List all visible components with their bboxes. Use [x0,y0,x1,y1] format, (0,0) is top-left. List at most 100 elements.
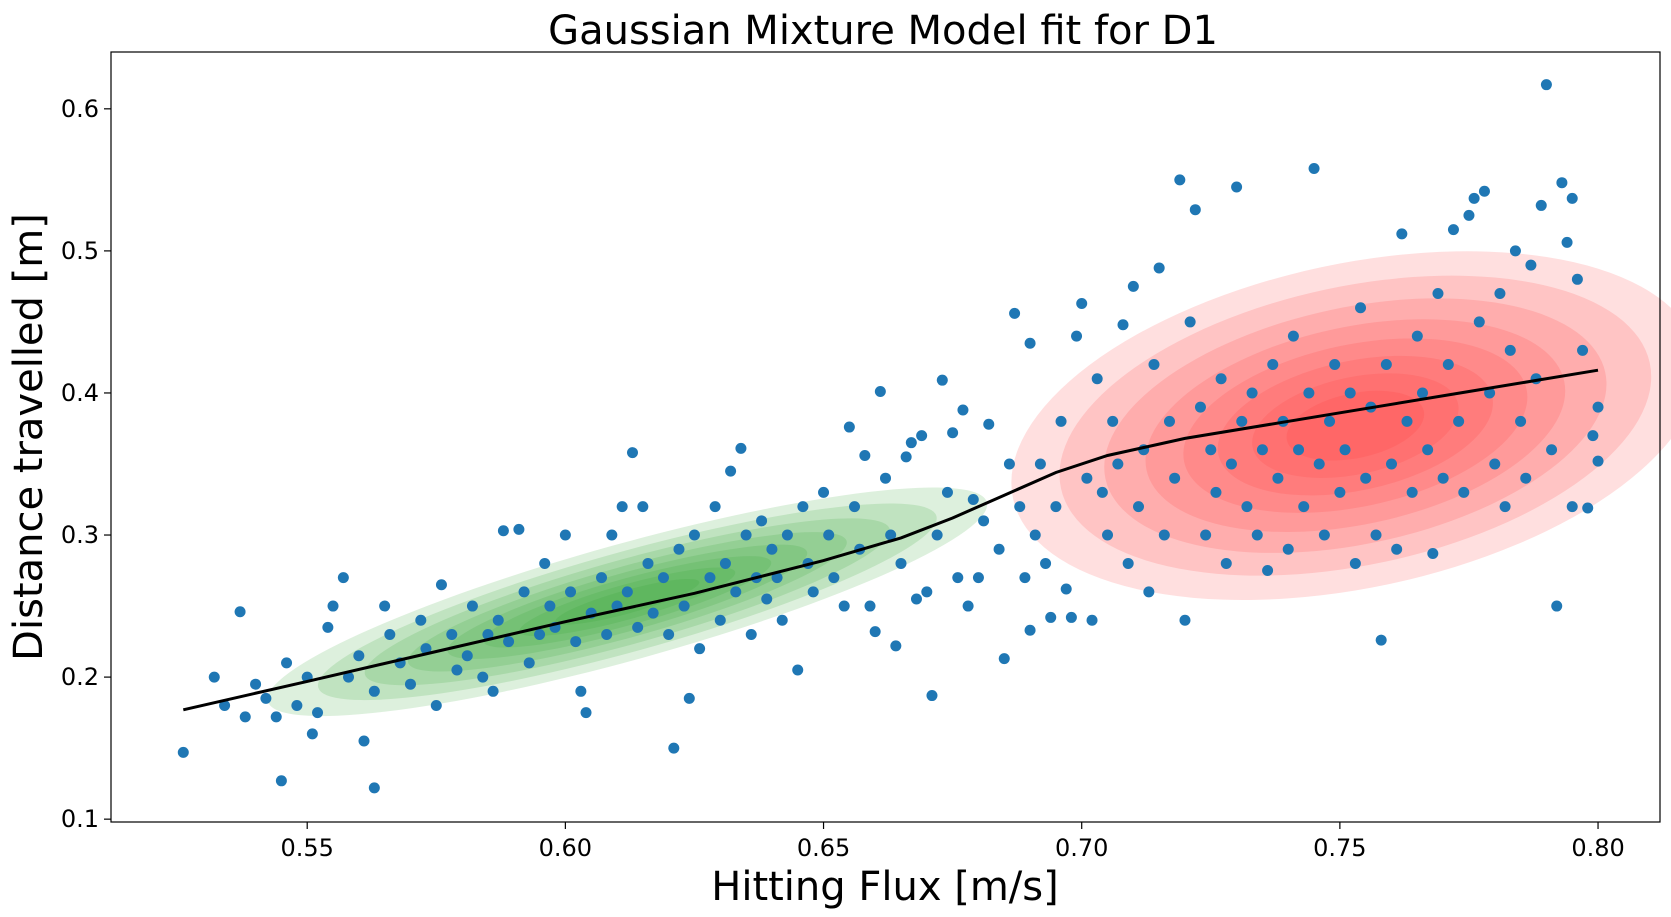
x-tick-label: 0.80 [1571,834,1624,862]
scatter-point [1380,359,1392,371]
scatter-point [1267,359,1279,371]
scatter-point [740,529,752,541]
scatter-point [642,557,654,569]
scatter-point [1262,565,1274,577]
scatter-point [781,529,793,541]
x-axis-ticks: 0.55 0.60 0.65 0.70 0.75 0.80 [280,822,1625,862]
scatter-point [1200,529,1212,541]
scatter-point [477,671,489,683]
scatter-points [177,79,1604,794]
scatter-point [1055,415,1067,427]
scatter-point [291,700,303,712]
scatter-point [1458,486,1470,498]
scatter-point [239,711,251,723]
scatter-point [1489,458,1501,470]
scatter-point [559,529,571,541]
gmm-contour-level-4 [407,532,847,672]
scatter-point [1236,415,1248,427]
x-axis-label: Hitting Flux [m/s] [711,864,1058,910]
gmm-contour-level-4 [1145,319,1566,533]
scatter-point [1148,359,1160,371]
scatter-point [818,486,830,498]
scatter-point [874,386,886,398]
scatter-point [1014,501,1026,513]
scatter-point [1391,543,1403,555]
scatter-point [905,437,917,449]
scatter-point [1060,583,1072,595]
x-tick-label: 0.75 [1313,834,1366,862]
scatter-point [358,735,370,747]
scatter-point [1282,543,1294,555]
scatter-point [1308,162,1320,174]
scatter-point [1339,444,1351,456]
scatter-point [1551,600,1563,612]
scatter-point [1169,472,1181,484]
scatter-point [580,707,592,719]
scatter-point [1210,486,1222,498]
scatter-point [1329,359,1341,371]
scatter-point [745,628,757,640]
scatter-point [1324,415,1336,427]
scatter-point [1566,192,1578,204]
scatter-point [1029,529,1041,541]
scatter-point [673,543,685,555]
scatter-point [1256,444,1268,456]
scatter-point [828,572,840,584]
scatter-point [1582,502,1594,514]
scatter-point [1091,373,1103,385]
gmm-contour-level-2 [317,503,937,701]
scatter-point [978,515,990,527]
scatter-point [776,614,788,626]
scatter-point [1334,486,1346,498]
scatter-point [1246,387,1258,399]
y-tick-label: 0.1 [61,805,99,833]
scatter-point [1050,501,1062,513]
scatter-point [1205,444,1217,456]
scatter-point [1406,486,1418,498]
scatter-point [1375,634,1387,646]
scatter-point [704,572,716,584]
scatter-point [1447,224,1459,236]
scatter-point [1158,529,1170,541]
scatter-point [869,626,881,638]
scatter-point [880,472,891,484]
gmm-contour-level-7 [1252,373,1459,478]
scatter-point [1225,458,1237,470]
scatter-point [1504,344,1516,356]
scatter-point [1442,359,1454,371]
scatter-point [916,430,928,442]
scatter-point [678,600,690,612]
scatter-point [1494,288,1506,300]
scatter-point [683,692,695,704]
scatter-point [972,572,984,584]
scatter-point [910,593,922,605]
scatter-point [1133,501,1145,513]
scatter-point [1577,344,1589,356]
x-tick-label: 0.60 [539,834,592,862]
chart-title: Gaussian Mixture Model fit for D1 [548,8,1218,54]
scatter-point [260,692,272,704]
scatter-point [1174,174,1186,186]
scatter-point [688,529,700,541]
gmm-contour-level-5 [1183,338,1528,513]
scatter-point [446,628,458,640]
scatter-point [1540,79,1552,91]
scatter-point [503,636,515,648]
scatter-point [523,657,535,669]
scatter-point [606,529,618,541]
scatter-point [1076,297,1088,309]
gmm-contour-level-1 [1011,251,1671,601]
gmm-contour-level-1 [267,487,988,717]
scatter-point [306,728,318,740]
scatter-point [1102,529,1114,541]
scatter-point [1045,611,1057,623]
scatter-point [1370,529,1382,541]
scatter-point [895,557,907,569]
scatter-point [1179,614,1191,626]
scatter-point [312,707,324,719]
scatter-point [1478,185,1490,197]
scatter-point [1349,557,1361,569]
scatter-point [1287,330,1299,342]
scatter-point [921,586,933,598]
scatter-point [792,664,804,676]
